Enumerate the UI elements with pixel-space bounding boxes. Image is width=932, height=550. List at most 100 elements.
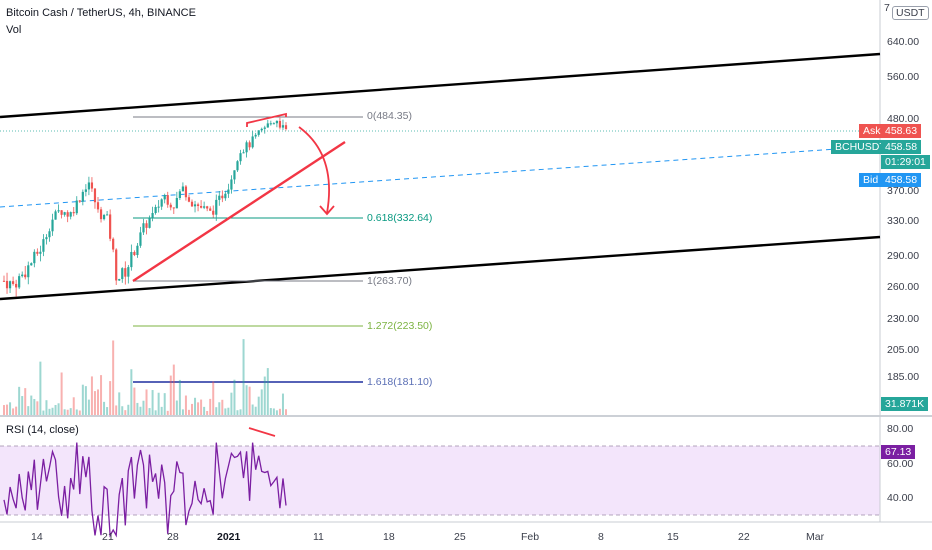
fib-label-0[interactable]: 0(484.35) bbox=[367, 110, 412, 122]
symbol-tag: BCHUSDT bbox=[831, 140, 890, 154]
candle-body bbox=[124, 268, 127, 277]
candle-body bbox=[275, 120, 279, 124]
support-trendline[interactable] bbox=[132, 140, 346, 283]
price-tick: 560.00 bbox=[887, 71, 920, 83]
candle-body bbox=[193, 204, 197, 207]
volume-bar bbox=[254, 406, 257, 415]
candle-body bbox=[8, 281, 12, 289]
candle-body bbox=[272, 123, 275, 125]
fib-label-1[interactable]: 1(263.70) bbox=[367, 275, 412, 287]
volume-bar bbox=[285, 409, 287, 415]
candle-body bbox=[163, 195, 166, 200]
volume-bar bbox=[236, 410, 239, 415]
volume-bar bbox=[103, 401, 106, 415]
drop-arrow[interactable] bbox=[298, 126, 330, 214]
volume-bar bbox=[30, 395, 33, 415]
volume-bar bbox=[227, 407, 230, 415]
rsi-band bbox=[0, 446, 880, 515]
volume-bar bbox=[48, 408, 51, 415]
ask-label-tag: Ask bbox=[859, 124, 885, 138]
candle-body bbox=[45, 237, 48, 240]
price-tick-top: 7 bbox=[884, 2, 890, 14]
rsi-legend[interactable]: RSI (14, close) bbox=[6, 424, 79, 436]
volume-bar bbox=[133, 387, 136, 415]
volume-bar bbox=[209, 398, 212, 415]
currency-button[interactable]: USDT bbox=[892, 6, 929, 20]
rsi-divergence-line[interactable] bbox=[248, 427, 276, 437]
candle-body bbox=[172, 207, 175, 209]
candle-body bbox=[236, 161, 239, 171]
candle-body bbox=[69, 212, 72, 217]
candle-body bbox=[284, 125, 288, 129]
volume-bar bbox=[251, 404, 254, 415]
last-price-tag: 458.58 bbox=[881, 140, 922, 154]
volume-bar bbox=[272, 408, 275, 415]
candle-body bbox=[51, 219, 54, 232]
candle-body bbox=[102, 214, 106, 220]
candle-body bbox=[169, 204, 172, 208]
rsi-value-tag: 67.13 bbox=[881, 445, 916, 459]
candle-body bbox=[260, 128, 263, 131]
volume-bars bbox=[3, 339, 287, 415]
volume-bar bbox=[3, 405, 5, 415]
price-tick: 230.00 bbox=[887, 313, 920, 325]
candle-body bbox=[30, 263, 33, 266]
fib-label-1618[interactable]: 1.618(181.10) bbox=[367, 376, 433, 388]
candle-body bbox=[245, 142, 248, 153]
volume-bar bbox=[69, 408, 72, 415]
volume-bar bbox=[66, 409, 69, 415]
volume-bar bbox=[151, 390, 154, 415]
candle-body bbox=[184, 186, 188, 198]
candle-body bbox=[93, 188, 97, 203]
candle-body bbox=[142, 223, 145, 233]
candle-body bbox=[57, 210, 60, 212]
time-tick: 14 bbox=[31, 531, 43, 543]
volume-bar bbox=[242, 339, 245, 415]
volume-bar bbox=[93, 391, 96, 415]
candle-body bbox=[145, 223, 148, 228]
price-tick: 290.00 bbox=[887, 250, 920, 262]
volume-bar bbox=[24, 388, 27, 415]
volume-bar bbox=[197, 402, 200, 415]
volume-bar bbox=[169, 375, 172, 415]
channel-lower-line[interactable] bbox=[0, 235, 881, 301]
volume-bar bbox=[18, 386, 21, 415]
volume-bar bbox=[97, 389, 99, 415]
volume-bar bbox=[118, 392, 121, 415]
price-tick: 640.00 bbox=[887, 36, 920, 48]
volume-bar bbox=[142, 400, 145, 415]
candle-body bbox=[257, 130, 260, 135]
volume-bar bbox=[257, 396, 260, 415]
channel-upper-line[interactable] bbox=[0, 52, 881, 119]
volume-legend[interactable]: Vol bbox=[6, 24, 22, 36]
volume-bar bbox=[194, 397, 197, 415]
candle-body bbox=[42, 239, 45, 252]
volume-bar bbox=[15, 406, 18, 415]
candle-body bbox=[127, 267, 130, 277]
candle-body bbox=[278, 120, 282, 128]
candle-body bbox=[36, 251, 39, 254]
chart-title[interactable]: Bitcoin Cash / TetherUS, 4h, BINANCE bbox=[6, 7, 196, 19]
candle-body bbox=[175, 198, 178, 209]
volume-bar bbox=[166, 410, 169, 415]
volume-bar bbox=[218, 402, 221, 415]
fib-label-0618[interactable]: 0.618(332.64) bbox=[367, 212, 433, 224]
volume-bar bbox=[45, 400, 48, 415]
candle-body bbox=[78, 200, 81, 202]
candle-body bbox=[63, 212, 66, 215]
candle-body bbox=[154, 207, 157, 214]
dashed-trend-line[interactable] bbox=[0, 145, 881, 208]
candle-body bbox=[84, 189, 87, 192]
volume-bar bbox=[163, 393, 166, 415]
volume-bar bbox=[203, 406, 206, 415]
candle-body bbox=[115, 249, 118, 281]
candle-body bbox=[224, 193, 227, 199]
price-divergence-line[interactable] bbox=[246, 112, 287, 127]
candle-body bbox=[218, 195, 221, 200]
fib-label-1272[interactable]: 1.272(223.50) bbox=[367, 320, 433, 332]
volume-bar bbox=[106, 407, 109, 415]
candle-body bbox=[99, 209, 103, 220]
bid-price-tag: 458.58 bbox=[881, 173, 922, 187]
candle-body bbox=[48, 231, 51, 238]
